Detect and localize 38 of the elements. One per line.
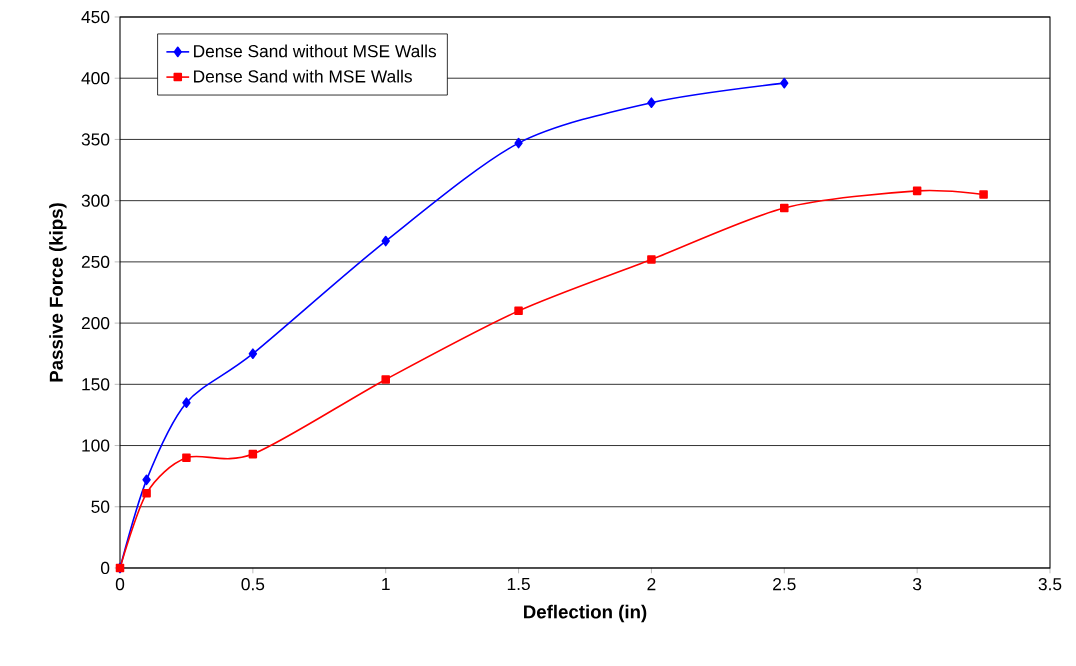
point [248,348,258,360]
point [182,397,191,409]
x-tick-label: 0.5 [241,578,265,591]
y-tick-label: 0 [100,561,110,575]
point [381,235,390,247]
legend-label: Dense Sand without MSE Walls [194,44,437,58]
point [780,77,789,89]
y-tick-label: 250 [81,255,110,269]
y-axis-title: Passive Force (kips) [49,203,67,382]
y-tick-label: 150 [82,378,110,391]
point [248,449,258,459]
point [647,255,656,264]
y-tick-label: 50 [91,500,110,513]
x-tick-label: 1.5 [507,578,530,591]
x-tick-label: 3.5 [1038,578,1062,591]
y-tick-label: 450 [81,10,110,24]
point [182,453,191,463]
y-tick-label: 400 [81,72,110,85]
point [979,190,988,199]
legend-label: Dense Sand with MSE Walls [194,69,412,83]
x-tick-label: 2 [647,578,656,591]
point [142,489,151,498]
point [514,306,523,316]
point [514,137,523,149]
x-tick-label: 0 [115,578,125,591]
y-tick-label: 300 [81,194,110,207]
point [912,186,922,196]
point [647,97,656,109]
y-tick-label: 350 [81,133,110,146]
x-tick-label: 3 [912,578,922,591]
point [142,474,151,486]
x-tick-label: 1 [382,578,390,590]
y-tick-label: 200 [81,316,110,330]
point [780,203,789,213]
x-tick-label: 2.5 [773,578,796,591]
point [381,375,390,384]
x-axis-title: Deflection (in) [524,604,647,623]
y-tick-label: 100 [82,439,110,452]
